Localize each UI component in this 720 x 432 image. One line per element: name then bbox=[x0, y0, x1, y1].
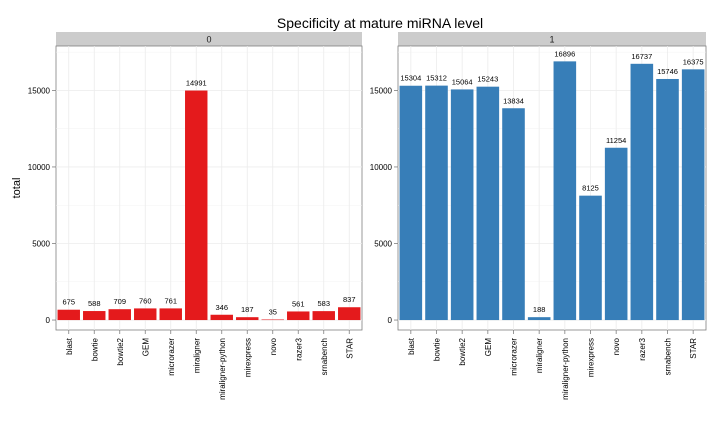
bar-blast bbox=[399, 85, 423, 321]
x-tick-label: mirexpress bbox=[587, 338, 596, 377]
facet-panels: 0050001000015000675blast588bowtie709bowt… bbox=[28, 32, 707, 400]
x-tick-label: STAR bbox=[345, 338, 354, 359]
bar-value-label: 15312 bbox=[426, 74, 447, 83]
x-tick-label: GEM bbox=[484, 338, 493, 357]
bar-razer3 bbox=[287, 311, 310, 321]
x-tick-label: bowtie2 bbox=[116, 337, 125, 365]
bar-value-label: 675 bbox=[62, 298, 75, 307]
bar-value-label: 346 bbox=[215, 303, 228, 312]
x-tick-label: novo bbox=[269, 337, 278, 355]
facet-strip bbox=[56, 32, 362, 46]
bar-value-label: 561 bbox=[292, 299, 305, 308]
bar-novo bbox=[604, 147, 628, 321]
y-tick-label: 10000 bbox=[370, 163, 393, 172]
bar-value-label: 8125 bbox=[582, 184, 599, 193]
facet-strip bbox=[398, 32, 706, 46]
bar-value-label: 11254 bbox=[606, 136, 626, 145]
bar-microrazer bbox=[159, 308, 182, 321]
facet-panel-1: 1 0 5000 10000 15000 15304 blast 15312 bowtie 150… bbox=[370, 32, 707, 400]
bar-srnabench bbox=[656, 78, 679, 321]
bar-razer3 bbox=[630, 63, 654, 321]
bar-STAR bbox=[338, 307, 361, 321]
bar-miraligner bbox=[185, 90, 208, 321]
bar-miraligner-python bbox=[210, 314, 233, 321]
bar-value-label: 15064 bbox=[452, 77, 473, 86]
bar-value-label: 13834 bbox=[503, 96, 524, 105]
x-tick-label: miraligner bbox=[192, 338, 201, 373]
x-tick-label: miraligner bbox=[535, 338, 544, 373]
x-tick-label: GEM bbox=[141, 338, 150, 357]
facet-panel-0: 0 0 5000 10000 15000 675 blast 588 bowtie 709 bowt… bbox=[28, 32, 363, 400]
x-tick-label: razer3 bbox=[638, 337, 647, 360]
x-tick-label: mirexpress bbox=[243, 338, 252, 377]
bar-mirexpress bbox=[579, 195, 602, 321]
bar-bowtie bbox=[83, 311, 106, 321]
facet-strip-label: 1 bbox=[549, 35, 554, 45]
x-tick-label: bowtie2 bbox=[458, 337, 467, 365]
y-tick-label: 0 bbox=[46, 316, 51, 325]
bar-value-label: 187 bbox=[241, 305, 254, 314]
bar-value-label: 16375 bbox=[683, 57, 704, 66]
y-tick-label: 0 bbox=[388, 316, 393, 325]
x-tick-label: blast bbox=[407, 337, 416, 355]
bar-blast bbox=[57, 309, 80, 321]
panel-background bbox=[397, 45, 707, 331]
bar-miraligner bbox=[527, 317, 551, 321]
bar-value-label: 760 bbox=[139, 296, 152, 305]
bar-srnabench bbox=[312, 311, 335, 321]
bar-bowtie2 bbox=[108, 309, 131, 321]
bar-value-label: 709 bbox=[113, 297, 126, 306]
bar-value-label: 16896 bbox=[554, 49, 575, 58]
bar-value-label: 14991 bbox=[186, 79, 207, 88]
y-tick-label: 10000 bbox=[28, 163, 51, 172]
facet-strip-label: 0 bbox=[206, 35, 211, 45]
bar-value-label: 761 bbox=[164, 296, 177, 305]
bar-value-label: 588 bbox=[88, 299, 101, 308]
y-tick-label: 15000 bbox=[28, 86, 51, 95]
x-tick-label: microrazer bbox=[167, 338, 176, 376]
x-tick-label: novo bbox=[612, 337, 621, 355]
panel-background bbox=[55, 45, 363, 331]
bar-value-label: 188 bbox=[533, 305, 546, 314]
y-tick-label: 15000 bbox=[370, 86, 393, 95]
bar-value-label: 35 bbox=[269, 308, 277, 317]
bar-value-label: 837 bbox=[343, 295, 356, 304]
bar-STAR bbox=[681, 69, 705, 321]
x-tick-label: miraligner-python bbox=[561, 338, 570, 400]
x-tick-label: microrazer bbox=[510, 338, 519, 376]
bar-value-label: 15746 bbox=[657, 67, 678, 76]
x-tick-label: blast bbox=[65, 337, 74, 355]
y-tick-label: 5000 bbox=[32, 239, 50, 248]
bar-value-label: 16737 bbox=[631, 52, 652, 61]
x-tick-label: bowtie bbox=[90, 337, 99, 361]
bar-value-label: 583 bbox=[317, 299, 330, 308]
bar-value-label: 15304 bbox=[400, 74, 421, 83]
bar-value-label: 15243 bbox=[477, 75, 498, 84]
y-axis-title: total bbox=[11, 178, 23, 199]
bar-bowtie bbox=[425, 85, 448, 321]
bar-GEM bbox=[134, 308, 157, 321]
bar-miraligner-python bbox=[553, 61, 577, 321]
bar-GEM bbox=[476, 86, 500, 321]
x-tick-label: srnabench bbox=[320, 338, 329, 375]
bar-novo bbox=[261, 319, 284, 321]
y-tick-label: 5000 bbox=[374, 239, 392, 248]
bar-microrazer bbox=[502, 108, 525, 321]
x-tick-label: STAR bbox=[689, 338, 698, 359]
x-tick-label: srnabench bbox=[664, 338, 673, 375]
x-tick-label: bowtie bbox=[433, 337, 442, 361]
chart-title: Specificity at mature miRNA level bbox=[277, 15, 483, 31]
bar-bowtie2 bbox=[450, 89, 474, 321]
x-tick-label: razer3 bbox=[294, 337, 303, 360]
bar-mirexpress bbox=[236, 317, 259, 321]
x-tick-label: miraligner-python bbox=[218, 338, 227, 400]
